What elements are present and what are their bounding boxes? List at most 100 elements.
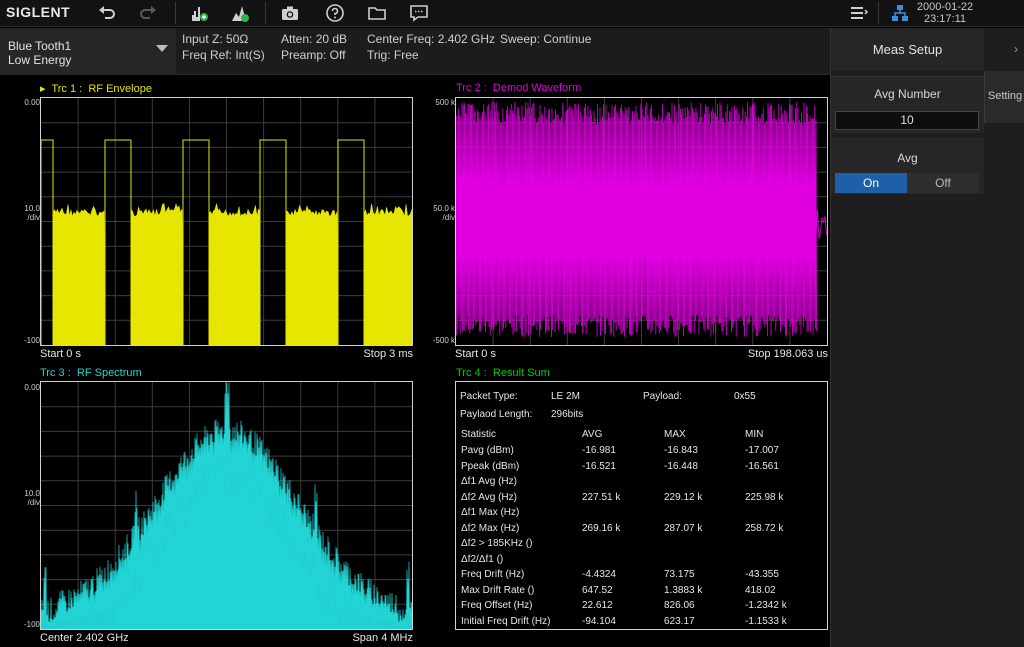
table-header: MIN (745, 429, 764, 440)
rf-spectrum-trace (41, 382, 412, 629)
trace2-label: Trc 2 : (456, 82, 487, 94)
rf-envelope-plot[interactable] (40, 97, 413, 346)
trace2-title[interactable]: Trc 2 : Demod Waveform (456, 82, 581, 94)
trace3-x-span: Span 4 MHz (352, 632, 413, 644)
table-cell: 623.17 (664, 615, 695, 627)
trace2-x-start: Start 0 s (455, 348, 496, 360)
table-cell: -4.4324 (582, 569, 616, 580)
meas-setup-panel: Meas Setup › Setting Avg Number 10 Avg O… (830, 28, 1024, 647)
trace1-y-top: 0.00 (24, 98, 40, 107)
trace3-y-top: 0.00 (24, 383, 40, 392)
status-info-bar: Blue Tooth1 Low Energy Input Z: 50Ω Freq… (0, 28, 830, 75)
trace2-y-top: 500 k (435, 98, 455, 107)
row-label: Δf2 > 185KHz () (461, 538, 533, 549)
table-cell: -1.1533 k (745, 615, 787, 627)
folder-icon[interactable] (364, 1, 390, 25)
trace1-y-div-unit: /div (27, 213, 40, 222)
chevron-right-icon[interactable]: › (1014, 42, 1018, 56)
trace3-title[interactable]: Trc 3 : RF Spectrum (40, 367, 142, 379)
redo-icon[interactable] (135, 1, 161, 25)
rf-envelope-bursts (52, 203, 412, 345)
result-summary-table: Packet Type: LE 2M Payload: 0x55 Paylaod… (455, 381, 828, 630)
preamp: Preamp: Off (281, 48, 346, 62)
table-cell: -16.561 (745, 460, 779, 472)
table-cell: 22.612 (582, 600, 613, 611)
rf-spectrum-plot[interactable] (40, 381, 413, 630)
table-cell: 287.07 k (664, 522, 703, 534)
table-cell: -43.355 (745, 569, 779, 580)
avg-number-label: Avg Number (874, 87, 941, 101)
trace4-label: Trc 4 : (456, 367, 487, 379)
trace1-marker: ▸ (40, 83, 46, 95)
table-cell: -16.981 (582, 445, 616, 456)
avg-number-input[interactable]: 10 (835, 111, 979, 130)
row-label: Δf2 Avg (Hz) (461, 491, 517, 503)
chevron-down-icon (156, 45, 168, 52)
menu-list-icon[interactable] (846, 1, 872, 25)
row-label: Δf1 Avg (Hz) (461, 476, 517, 487)
attenuation: Atten: 20 dB (281, 32, 348, 46)
trace1-y-bottom: -100 (23, 336, 40, 345)
marker-peak-icon[interactable] (227, 1, 253, 25)
center-freq: Center Freq: 2.402 GHz (367, 32, 496, 46)
trace1-name: RF Envelope (88, 83, 152, 95)
demod-waveform-plot[interactable] (455, 97, 828, 346)
table-cell: 227.51 k (582, 491, 621, 503)
table-cell: 225.98 k (745, 491, 784, 503)
date-time: 2000-01-22 23:17:11 (910, 1, 980, 25)
trace2-x-stop: Stop 198.063 us (747, 348, 828, 360)
row-label: Δf1 Max (Hz) (461, 507, 520, 518)
trace4-title[interactable]: Trc 4 : Result Sum (456, 367, 550, 379)
row-label: Freq Offset (Hz) (461, 600, 533, 611)
avg-on-button[interactable]: On (835, 173, 907, 193)
trace4-name: Result Sum (492, 367, 550, 379)
table-header: MAX (664, 429, 686, 440)
undo-icon[interactable] (94, 1, 120, 25)
table-cell: 269.16 k (582, 522, 621, 534)
row-label: Freq Drift (Hz) (461, 569, 525, 580)
trace3-y-div-unit: /div (27, 498, 40, 507)
trace1-y-div: 10.0 (24, 204, 40, 213)
trace1-title[interactable]: ▸ Trc 1 : RF Envelope (40, 82, 152, 95)
table-header: Statistic (461, 429, 497, 440)
row-label: Initial Freq Drift (Hz) (461, 615, 551, 627)
table-header: AVG (582, 429, 603, 440)
top-toolbar: SIGLENT 2000-01-22 23:17:11 (0, 0, 1024, 27)
avg-off-button[interactable]: Off (907, 173, 979, 193)
trace2-name: Demod Waveform (492, 82, 582, 94)
payload-label: Payload: (643, 391, 682, 402)
table-cell: 229.12 k (664, 491, 703, 503)
message-icon[interactable] (406, 1, 432, 25)
setting-tab[interactable]: Setting (984, 71, 1024, 123)
marker-add-icon[interactable] (186, 1, 212, 25)
row-label: Δf2/Δf1 () (461, 553, 504, 565)
help-icon[interactable] (322, 1, 348, 25)
mode-line2: Low Energy (8, 53, 72, 67)
network-icon[interactable] (887, 1, 913, 25)
table-cell: 418.02 (745, 584, 776, 596)
avg-group: Avg On Off (831, 137, 984, 194)
input-impedance: Input Z: 50Ω (182, 32, 249, 46)
trace2-y-bottom: -500 k (432, 336, 455, 345)
table-cell: -17.007 (745, 445, 779, 456)
packet-type-label: Packet Type: (460, 391, 518, 402)
table-cell: 73.175 (664, 569, 695, 580)
table-cell: -16.843 (664, 445, 698, 456)
table-cell: 826.06 (664, 600, 695, 611)
table-cell: 647.52 (582, 584, 613, 596)
trace1-x-stop: Stop 3 ms (363, 348, 413, 360)
trace3-y-bottom: -100 (23, 620, 40, 629)
table-cell: -16.448 (664, 460, 698, 472)
mode-select[interactable]: Blue Tooth1 Low Energy (0, 28, 176, 75)
freq-ref: Freq Ref: Int(S) (182, 48, 265, 62)
camera-icon[interactable] (277, 1, 303, 25)
table-cell: 258.72 k (745, 522, 784, 534)
avg-label: Avg (897, 151, 918, 165)
mode-line1: Blue Tooth1 (8, 39, 72, 53)
demod-waveform-trace (456, 101, 827, 338)
time-text: 23:17:11 (923, 13, 966, 25)
payload-length-label: Paylaod Length: (460, 409, 533, 420)
rf-envelope-gaps (41, 139, 365, 345)
trace1-label: Trc 1 : (51, 83, 83, 95)
trace3-name: RF Spectrum (76, 367, 142, 379)
